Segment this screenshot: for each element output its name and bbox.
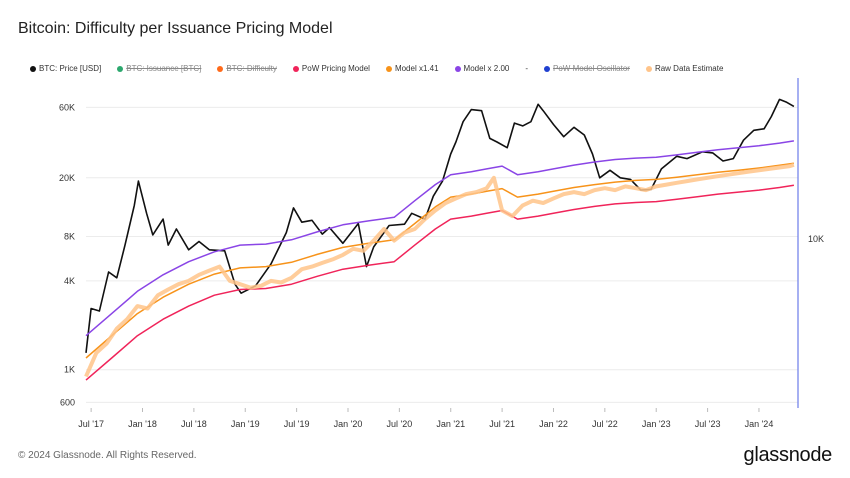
y-tick-label: 60K: [59, 102, 75, 112]
y-tick-label: 600: [60, 397, 75, 407]
x-tick-label: Jan '24: [745, 419, 774, 429]
x-tick-label: Jul '20: [386, 419, 412, 429]
legend-label: Model x 2.00: [463, 64, 510, 73]
legend-item[interactable]: PoW Pricing Model: [292, 64, 370, 73]
legend-item[interactable]: Raw Data Estimate: [645, 64, 724, 73]
y-tick-label: 4K: [64, 276, 75, 286]
legend-item[interactable]: -: [525, 64, 528, 73]
legend-dot-icon: [292, 65, 299, 72]
legend-item[interactable]: BTC: Price [USD]: [30, 64, 101, 73]
legend-dot-icon: [217, 65, 224, 72]
legend-label: BTC: Issuance [BTC]: [126, 64, 202, 73]
legend-label: BTC: Price [USD]: [39, 64, 102, 73]
series-line-pow-pricing-model: [85, 184, 795, 381]
x-tick-label: Jul '17: [78, 419, 104, 429]
x-tick-label: Jan '20: [334, 419, 363, 429]
copyright-text: © 2024 Glassnode. All Rights Reserved.: [18, 450, 197, 461]
legend-label: Model x1.41: [394, 64, 439, 73]
legend-item[interactable]: BTC: Issuance [BTC]: [117, 64, 201, 73]
series-line-raw-data-estimate: [84, 162, 795, 378]
legend-item[interactable]: BTC: Difficulty: [217, 64, 277, 73]
x-tick-label: Jul '22: [592, 419, 618, 429]
legend-dot-icon: [117, 65, 124, 72]
legend-label: PoW Pricing Model: [301, 64, 370, 73]
legend-label: -: [525, 64, 529, 73]
chart-title: Bitcoin: Difficulty per Issuance Pricing…: [18, 20, 333, 37]
y-tick-label: 1K: [64, 365, 75, 375]
legend-dot-icon: [645, 65, 652, 72]
legend-dot-icon: [30, 65, 36, 72]
y2-tick-label: 10K: [808, 234, 824, 244]
legend-dot-icon: [385, 65, 392, 72]
legend-label: Raw Data Estimate: [654, 64, 724, 73]
y-tick-label: 20K: [59, 173, 75, 183]
x-tick-label: Jan '21: [436, 419, 465, 429]
legend: BTC: Price [USD] BTC: Issuance [BTC] BTC: …: [30, 64, 723, 73]
legend-label: BTC: Difficulty: [226, 64, 277, 73]
x-tick-label: Jul '19: [284, 419, 310, 429]
series-line-btc-price-usd: [85, 98, 795, 353]
glassnode-logo: glassnode: [743, 444, 833, 466]
x-tick-label: Jan '22: [539, 419, 568, 429]
legend-dot-icon: [454, 65, 461, 72]
x-tick-label: Jan '23: [642, 419, 671, 429]
x-tick-label: Jul '21: [489, 419, 515, 429]
x-tick-label: Jul '23: [695, 419, 721, 429]
x-tick-label: Jul '18: [181, 419, 207, 429]
series-line-model-x-2-00: [85, 140, 795, 337]
x-tick-label: Jan '18: [128, 419, 157, 429]
legend-item[interactable]: Model x1.41: [385, 64, 439, 73]
legend-dot-icon: [544, 65, 551, 72]
legend-label: PoW Model Oscillator: [553, 64, 630, 73]
legend-item[interactable]: Model x 2.00: [454, 64, 510, 73]
legend-item[interactable]: PoW Model Oscillator: [544, 64, 630, 73]
y-tick-label: 8K: [64, 232, 75, 242]
x-tick-label: Jan '19: [231, 419, 260, 429]
